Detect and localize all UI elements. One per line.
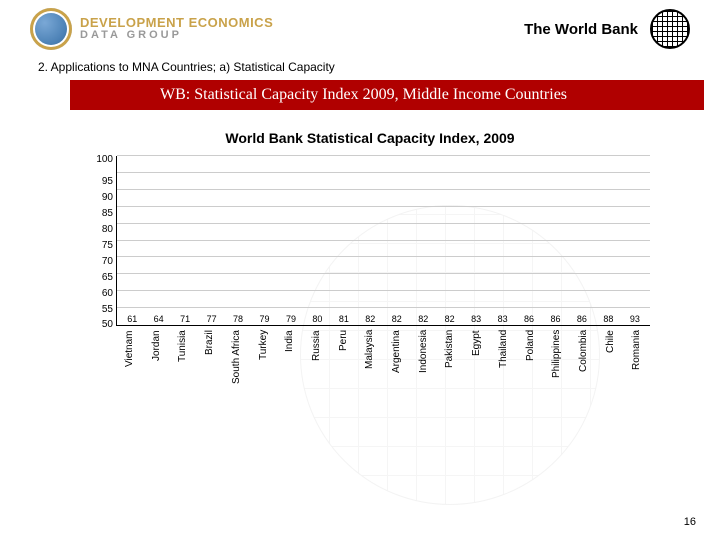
- bar-value-label: 88: [596, 314, 620, 324]
- bar-value-label: 77: [199, 314, 223, 324]
- y-tick: 95: [102, 177, 113, 187]
- chart-container: World Bank Statistical Capacity Index, 2…: [70, 130, 670, 398]
- section-heading: 2. Applications to MNA Countries; a) Sta…: [0, 56, 720, 80]
- bar-value-label: 86: [570, 314, 594, 324]
- x-tick-label: Colombia: [570, 328, 597, 398]
- bar-value-label: 83: [464, 314, 488, 324]
- bar-value-label: 82: [358, 314, 382, 324]
- bar-chart: 10095908580757065605550 6164717778797980…: [90, 156, 650, 326]
- x-tick-label: Turkey: [250, 328, 277, 398]
- x-tick-label: Poland: [517, 328, 544, 398]
- bar-value-label: 93: [623, 314, 647, 324]
- x-tick-label: Indonesia: [410, 328, 437, 398]
- bar-value-label: 80: [305, 314, 329, 324]
- x-tick-label: Jordan: [143, 328, 170, 398]
- x-axis-labels: VietnamJordanTunisiaBrazilSouth AfricaTu…: [90, 328, 650, 398]
- bar-value-label: 82: [385, 314, 409, 324]
- y-tick: 55: [102, 305, 113, 315]
- y-tick: 75: [102, 241, 113, 251]
- bar-value-label: 79: [279, 314, 303, 324]
- x-tick-label: Malaysia: [356, 328, 383, 398]
- header: DEVELOPMENT ECONOMICS DATA GROUP The Wor…: [0, 0, 720, 56]
- logo-line1: DEVELOPMENT ECONOMICS: [80, 16, 273, 30]
- bar-value-label: 71: [173, 314, 197, 324]
- plot-area: 6164717778797980818282828283838686868893: [116, 156, 650, 326]
- bar-value-label: 78: [226, 314, 250, 324]
- x-tick-label: Romania: [623, 328, 650, 398]
- x-tick-label: Vietnam: [116, 328, 143, 398]
- x-tick-label: India: [276, 328, 303, 398]
- banner-title: WB: Statistical Capacity Index 2009, Mid…: [70, 80, 704, 110]
- x-tick-label: Egypt: [463, 328, 490, 398]
- bar-value-label: 81: [332, 314, 356, 324]
- y-tick: 65: [102, 273, 113, 283]
- y-axis: 10095908580757065605550: [90, 156, 116, 326]
- x-tick-label: Thailand: [490, 328, 517, 398]
- bar-value-label: 86: [543, 314, 567, 324]
- x-tick-label: South Africa: [223, 328, 250, 398]
- x-tick-label: Peru: [330, 328, 357, 398]
- bar-value-label: 83: [490, 314, 514, 324]
- header-right: The World Bank: [524, 9, 690, 49]
- logo-text: DEVELOPMENT ECONOMICS DATA GROUP: [80, 16, 273, 41]
- logo-line2: DATA GROUP: [80, 30, 273, 42]
- bar-value-label: 79: [252, 314, 276, 324]
- gridlines: [117, 156, 650, 325]
- x-tick-label: Pakistan: [436, 328, 463, 398]
- y-tick: 50: [102, 320, 113, 330]
- x-tick-label: Philippines: [543, 328, 570, 398]
- bar-value-label: 82: [437, 314, 461, 324]
- x-tick-label: Brazil: [196, 328, 223, 398]
- x-tick-label: Tunisia: [169, 328, 196, 398]
- bar-value-label: 61: [120, 314, 144, 324]
- page-number: 16: [684, 516, 696, 528]
- y-tick: 90: [102, 193, 113, 203]
- page-title: The World Bank: [524, 21, 638, 38]
- bar-value-label: 86: [517, 314, 541, 324]
- y-tick: 100: [96, 155, 113, 165]
- logo-left: DEVELOPMENT ECONOMICS DATA GROUP: [30, 8, 273, 50]
- x-tick-label: Argentina: [383, 328, 410, 398]
- y-tick: 70: [102, 257, 113, 267]
- bar-value-label: 64: [146, 314, 170, 324]
- x-tick-label: Chile: [597, 328, 624, 398]
- bar-value-label: 82: [411, 314, 435, 324]
- y-tick: 85: [102, 209, 113, 219]
- chart-title: World Bank Statistical Capacity Index, 2…: [70, 130, 670, 146]
- dev-econ-globe-icon: [30, 8, 72, 50]
- y-tick: 60: [102, 289, 113, 299]
- y-tick: 80: [102, 225, 113, 235]
- x-tick-label: Russia: [303, 328, 330, 398]
- world-bank-globe-icon: [650, 9, 690, 49]
